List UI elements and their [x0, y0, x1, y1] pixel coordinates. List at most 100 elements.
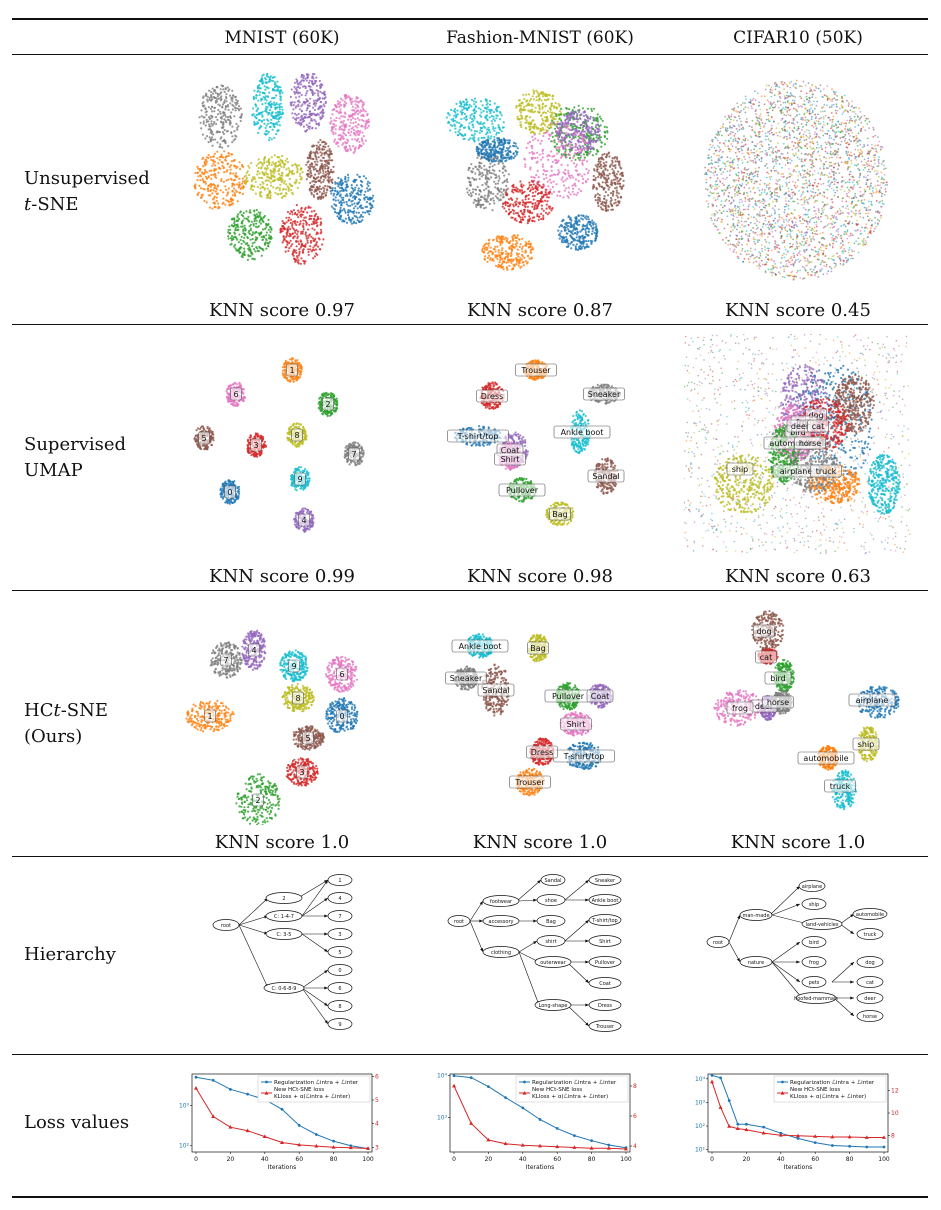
x-tick-label-60: 60	[811, 1156, 819, 1163]
scatter-sup-mnist: 0 1 2 3 4 5 6 7 8 9	[193, 357, 365, 533]
series-1-point-0	[452, 1083, 456, 1088]
cluster-6	[305, 138, 335, 201]
node-mid-1: nature	[739, 956, 773, 968]
x-tick-label-40: 40	[261, 1156, 269, 1163]
column-header-cifar: CIFAR10 (50K)	[668, 28, 928, 48]
node-leaf-2: truck	[856, 928, 884, 940]
edge-leaf-8	[566, 1004, 590, 1027]
label-9: 9	[288, 659, 300, 673]
node-leaf-3: dog	[856, 956, 884, 968]
column-header-mnist: MNIST (60K)	[152, 28, 412, 48]
node-leaf-5: 0	[327, 964, 353, 976]
node-mid-0: footwear	[482, 895, 520, 907]
edge-leaf-4	[832, 980, 854, 984]
label-cat: cat	[807, 419, 829, 433]
legend-item-new-loss: New HCt-SNE loss KLloss + α(ℒintra + ℒint…	[274, 1087, 350, 1100]
edge-sub-1	[519, 919, 537, 923]
label-Pullover: Pullover	[544, 689, 592, 703]
edge-root-1	[470, 919, 483, 923]
left-tick-label-1: 10³	[179, 1102, 190, 1109]
node-root: root	[706, 936, 730, 948]
series-1-point-4	[520, 1143, 525, 1147]
right-tick-label-6: 6	[633, 1113, 637, 1120]
right-tick-label-8: 8	[891, 1132, 895, 1139]
row-label-unsupervised: Unsupervised t-SNE	[24, 166, 150, 218]
cluster-truck	[867, 454, 901, 515]
right-tick-label-10: 10	[891, 1110, 899, 1117]
label-5: 5	[302, 731, 314, 745]
series-1-point-3	[735, 1126, 740, 1130]
label-1: 1	[204, 709, 216, 723]
edge-leaf-2	[302, 914, 328, 918]
node-leaf-7: Dress	[588, 999, 622, 1011]
cluster-ship	[857, 726, 879, 763]
knn-score-sup-fashion: KNN score 0.98	[410, 566, 670, 587]
x-tick-label-100: 100	[620, 1156, 632, 1163]
edge-leaf-2	[565, 898, 589, 902]
scatter-hct-mnist: 0 1 2 3 4 5 6 7 8 9	[185, 629, 359, 825]
series-1-point-5	[280, 1140, 284, 1144]
cluster-2	[235, 773, 281, 825]
node-mid-2: C: 3-5	[265, 928, 303, 940]
cluster-7	[329, 173, 375, 225]
node-leaf-7: 8	[327, 1000, 353, 1012]
node-leaf-2: 7	[327, 910, 353, 922]
node-leaf-1: automobile	[852, 908, 888, 920]
label-Sandal: Sandal	[477, 683, 515, 697]
cluster-0	[198, 84, 243, 149]
x-tick-label-40: 40	[519, 1156, 527, 1163]
series-1-point-9	[348, 1145, 353, 1150]
label-ship: ship	[726, 462, 754, 476]
edge-sandal	[516, 879, 542, 902]
edge-root-2	[469, 920, 484, 953]
series-1-point-11	[864, 1135, 869, 1139]
label-Sneaker: Sneaker	[445, 671, 487, 685]
right-tick-label-8: 8	[633, 1083, 637, 1090]
edge-root-0	[238, 897, 269, 926]
node-leaf-1: 4	[327, 892, 353, 904]
node-sub-0: shoe	[536, 894, 566, 906]
series-0-point-9	[831, 1144, 834, 1147]
series-1-point-3	[245, 1128, 250, 1133]
node-sub-3: outerwear	[534, 956, 572, 968]
series-1-point-9	[606, 1146, 611, 1150]
series-1-point-4	[262, 1134, 267, 1139]
label-4: 4	[248, 643, 260, 657]
row-rule-4	[12, 1054, 928, 1055]
label-Shirt: Shirt	[494, 452, 526, 466]
series-0-point-2	[229, 1087, 232, 1091]
x-tick-label-80: 80	[588, 1156, 596, 1163]
knn-score-hct-fashion: KNN score 1.0	[410, 832, 670, 853]
label-T-shirt/top: T-shirt/top	[553, 749, 615, 763]
label-dog: dog	[753, 624, 775, 638]
series-0-point-1	[719, 1076, 722, 1080]
bottom-rule	[12, 1196, 928, 1198]
scatter-sup-fashion: T-shirt/topTrouserPulloverDressCoatSanda…	[447, 359, 625, 527]
edge-root-0	[469, 900, 484, 922]
row-rule-2	[12, 590, 928, 591]
top-rule	[12, 18, 928, 20]
x-tick-label-40: 40	[777, 1156, 785, 1163]
label-7: 7	[220, 653, 232, 667]
series-1-point-6	[778, 1133, 783, 1137]
series-0-point-0	[710, 1073, 714, 1077]
series-1-point-10	[366, 1146, 370, 1150]
series-1-point-5	[761, 1130, 766, 1135]
series-0-point-5	[538, 1118, 542, 1121]
series-1-point-8	[813, 1134, 818, 1138]
label-truck: truck	[810, 464, 842, 478]
edge-root-1	[728, 941, 741, 963]
x-tick-label-20: 20	[743, 1156, 751, 1163]
label-Shirt: Shirt	[560, 717, 592, 731]
edge-mid-0	[297, 879, 329, 899]
series-1-point-8	[589, 1146, 594, 1150]
series-1-point-1	[469, 1121, 474, 1125]
label-9: 9	[294, 472, 306, 486]
series-0-point-12	[882, 1145, 886, 1149]
edge-leaf-5	[834, 996, 854, 1000]
series-0-point-0	[194, 1075, 198, 1079]
plot-frame	[191, 1073, 373, 1153]
series-1-point-0	[194, 1085, 198, 1090]
node-leaf-6: 6	[327, 982, 353, 994]
edge-root-1	[238, 915, 269, 926]
